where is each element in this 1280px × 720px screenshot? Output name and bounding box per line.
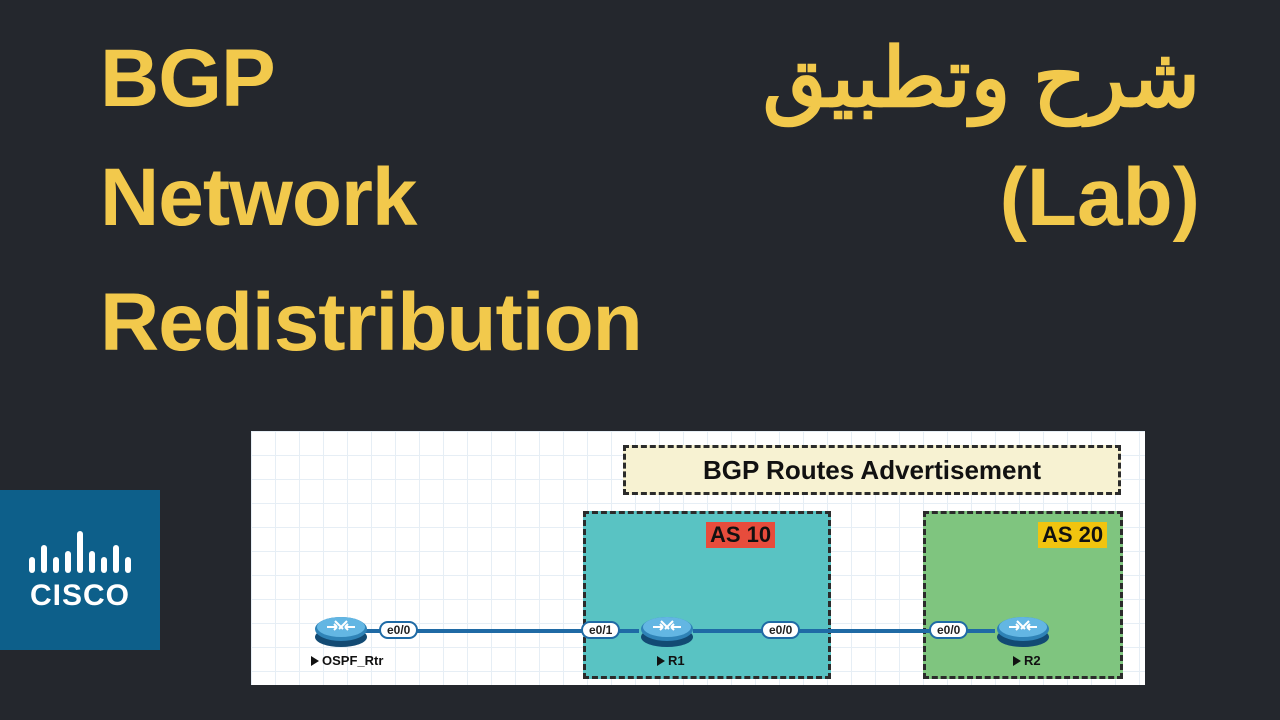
iface-ospf-e00: e0/0 (379, 621, 418, 639)
title-left-2: Network (100, 139, 417, 258)
cisco-text: CISCO (30, 579, 130, 613)
diagram-title-text: BGP Routes Advertisement (703, 455, 1041, 486)
title-left-1: BGP (100, 20, 275, 139)
page-title: BGP شرح وتطبيق Network (Lab) Redistribut… (100, 20, 1200, 383)
play-icon (1013, 656, 1021, 666)
iface-r1-e00: e0/0 (761, 621, 800, 639)
as10-label: AS 10 (706, 522, 775, 548)
router-ospf-icon (313, 609, 369, 649)
iface-r2-e00: e0/0 (929, 621, 968, 639)
router-r1-label: R1 (657, 653, 685, 668)
router-r1-icon (639, 609, 695, 649)
diagram-title-box: BGP Routes Advertisement (623, 445, 1121, 495)
router-r1-label-text: R1 (668, 653, 685, 668)
network-diagram: BGP Routes Advertisement AS 10 AS 20 e0/… (248, 428, 1148, 688)
title-right-2: (Lab) (1000, 139, 1200, 258)
router-ospf-label-text: OSPF_Rtr (322, 653, 383, 668)
router-r2-icon (995, 609, 1051, 649)
play-icon (311, 656, 319, 666)
router-ospf-label: OSPF_Rtr (311, 653, 383, 668)
iface-r1-e01: e0/1 (581, 621, 620, 639)
title-line-3: Redistribution (100, 264, 1200, 383)
cisco-bars-icon (29, 527, 131, 573)
cisco-logo: CISCO (0, 490, 160, 650)
as20-label: AS 20 (1038, 522, 1107, 548)
play-icon (657, 656, 665, 666)
title-right-1: شرح وتطبيق (763, 20, 1200, 139)
router-r2-label: R2 (1013, 653, 1041, 668)
router-r2-label-text: R2 (1024, 653, 1041, 668)
as10-box: AS 10 (583, 511, 831, 679)
